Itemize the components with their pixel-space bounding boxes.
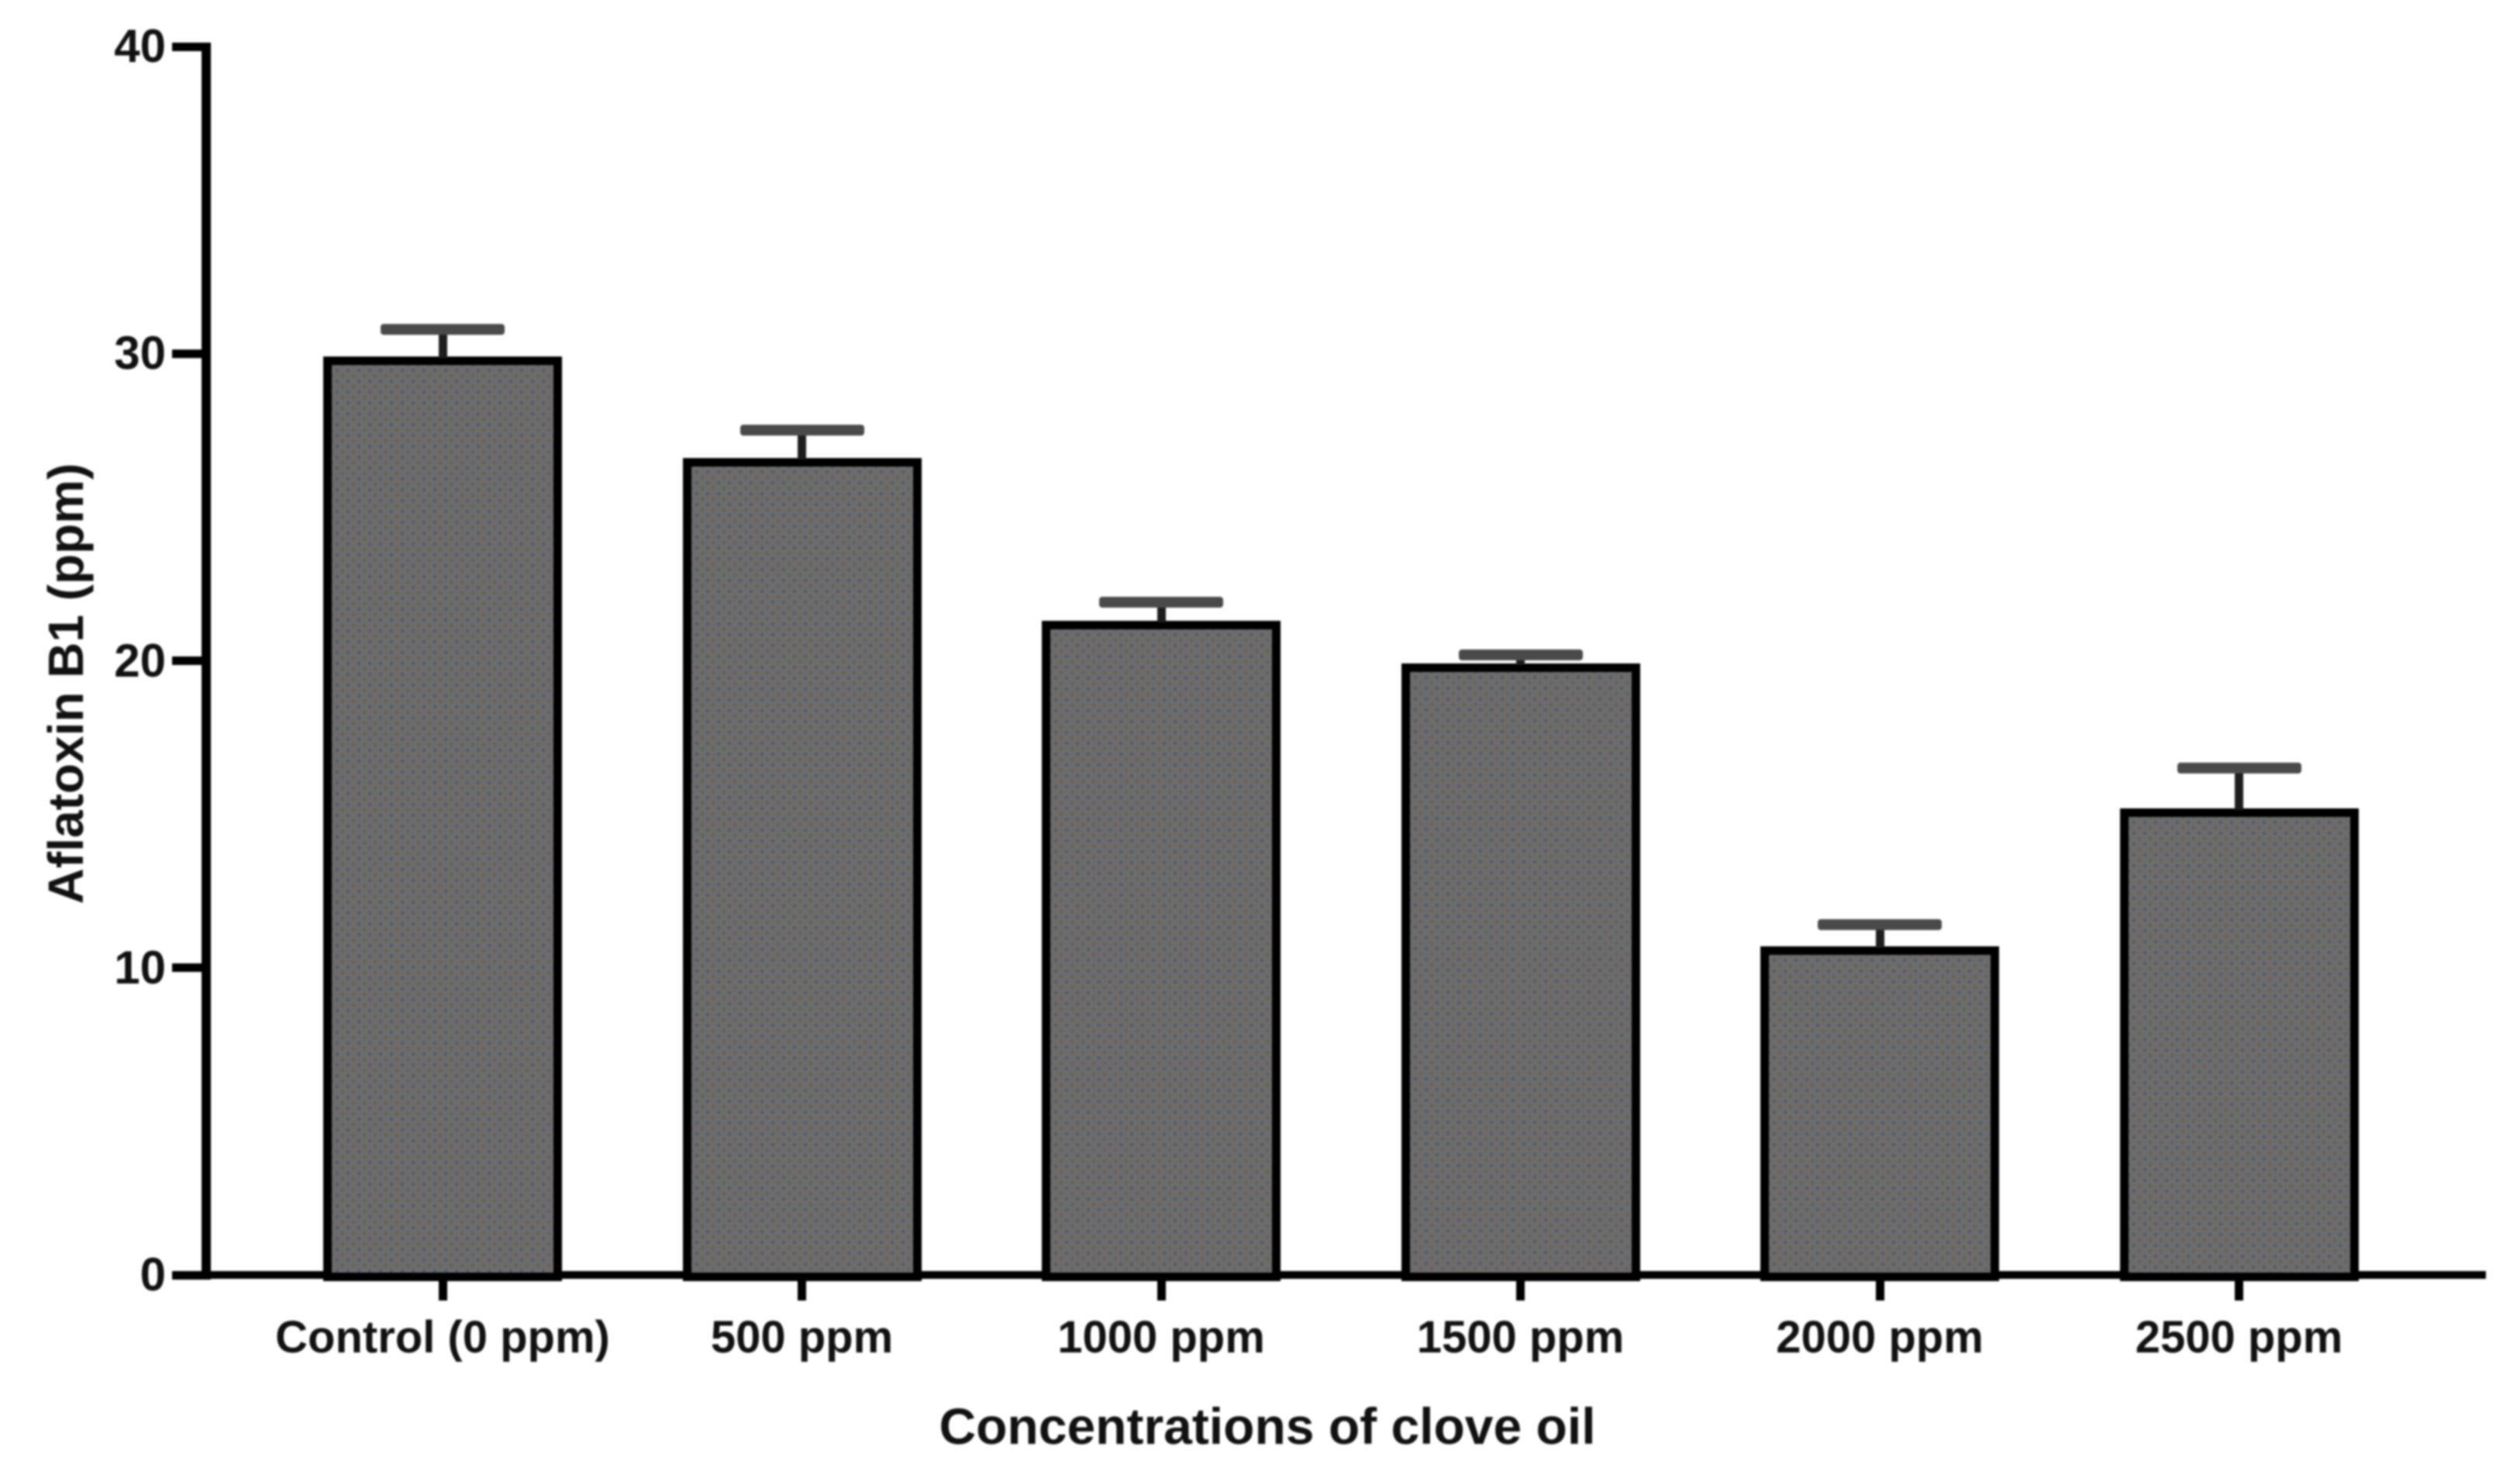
x-tick-label-2000-ppm: 2000 ppm: [1776, 1312, 1984, 1363]
error-bar-cap-2000-ppm: [1818, 919, 1942, 931]
y-tick-30: [172, 349, 205, 358]
bar-2000-ppm: [1760, 946, 1999, 1281]
x-tick-label-control-0-ppm: Control (0 ppm): [275, 1312, 610, 1363]
y-tick-label-20: 20: [114, 634, 166, 687]
y-tick-label-40: 40: [114, 20, 166, 72]
x-axis-title: Concentrations of clove oil: [939, 1397, 1596, 1455]
y-tick-20: [172, 656, 205, 665]
x-tick-label-1500-ppm: 1500 ppm: [1416, 1312, 1625, 1363]
bar-500-ppm: [682, 457, 922, 1281]
error-bar-cap-1500-ppm: [1458, 649, 1583, 660]
bar-2500-ppm: [2119, 808, 2359, 1281]
error-bar-stem-2500-ppm: [2235, 768, 2243, 810]
x-tick-label-500-ppm: 500 ppm: [710, 1312, 894, 1363]
y-tick-label-30: 30: [114, 327, 166, 380]
error-bar-cap-2500-ppm: [2177, 763, 2301, 774]
y-tick-0: [172, 1270, 205, 1280]
error-bar-stem-500-ppm: [798, 430, 806, 460]
x-tick-label-2500-ppm: 2500 ppm: [2135, 1312, 2343, 1363]
x-tick-500-ppm: [798, 1279, 806, 1301]
x-axis-baseline: [202, 1271, 2486, 1279]
error-bar-stem-2000-ppm: [1875, 925, 1884, 948]
y-tick-40: [172, 42, 205, 51]
error-bar-stem-1000-ppm: [1157, 602, 1166, 622]
error-bar-cap-500-ppm: [739, 425, 864, 436]
x-tick-1500-ppm: [1516, 1279, 1525, 1301]
error-bar-cap-control-0-ppm: [381, 323, 505, 335]
bar-1500-ppm: [1401, 663, 1640, 1281]
y-tick-label-0: 0: [140, 1249, 166, 1301]
x-tick-label-1000-ppm: 1000 ppm: [1057, 1312, 1265, 1363]
y-tick-10: [172, 963, 205, 973]
x-tick-2500-ppm: [2235, 1279, 2243, 1301]
y-tick-label-10: 10: [114, 941, 166, 994]
error-bar-cap-1000-ppm: [1099, 597, 1223, 608]
error-bar-stem-control-0-ppm: [438, 329, 447, 359]
x-tick-control-0-ppm: [438, 1279, 447, 1301]
x-tick-2000-ppm: [1875, 1279, 1884, 1301]
x-tick-1000-ppm: [1157, 1279, 1166, 1301]
bar-control-0-ppm: [323, 357, 562, 1281]
bar-1000-ppm: [1042, 620, 1281, 1281]
